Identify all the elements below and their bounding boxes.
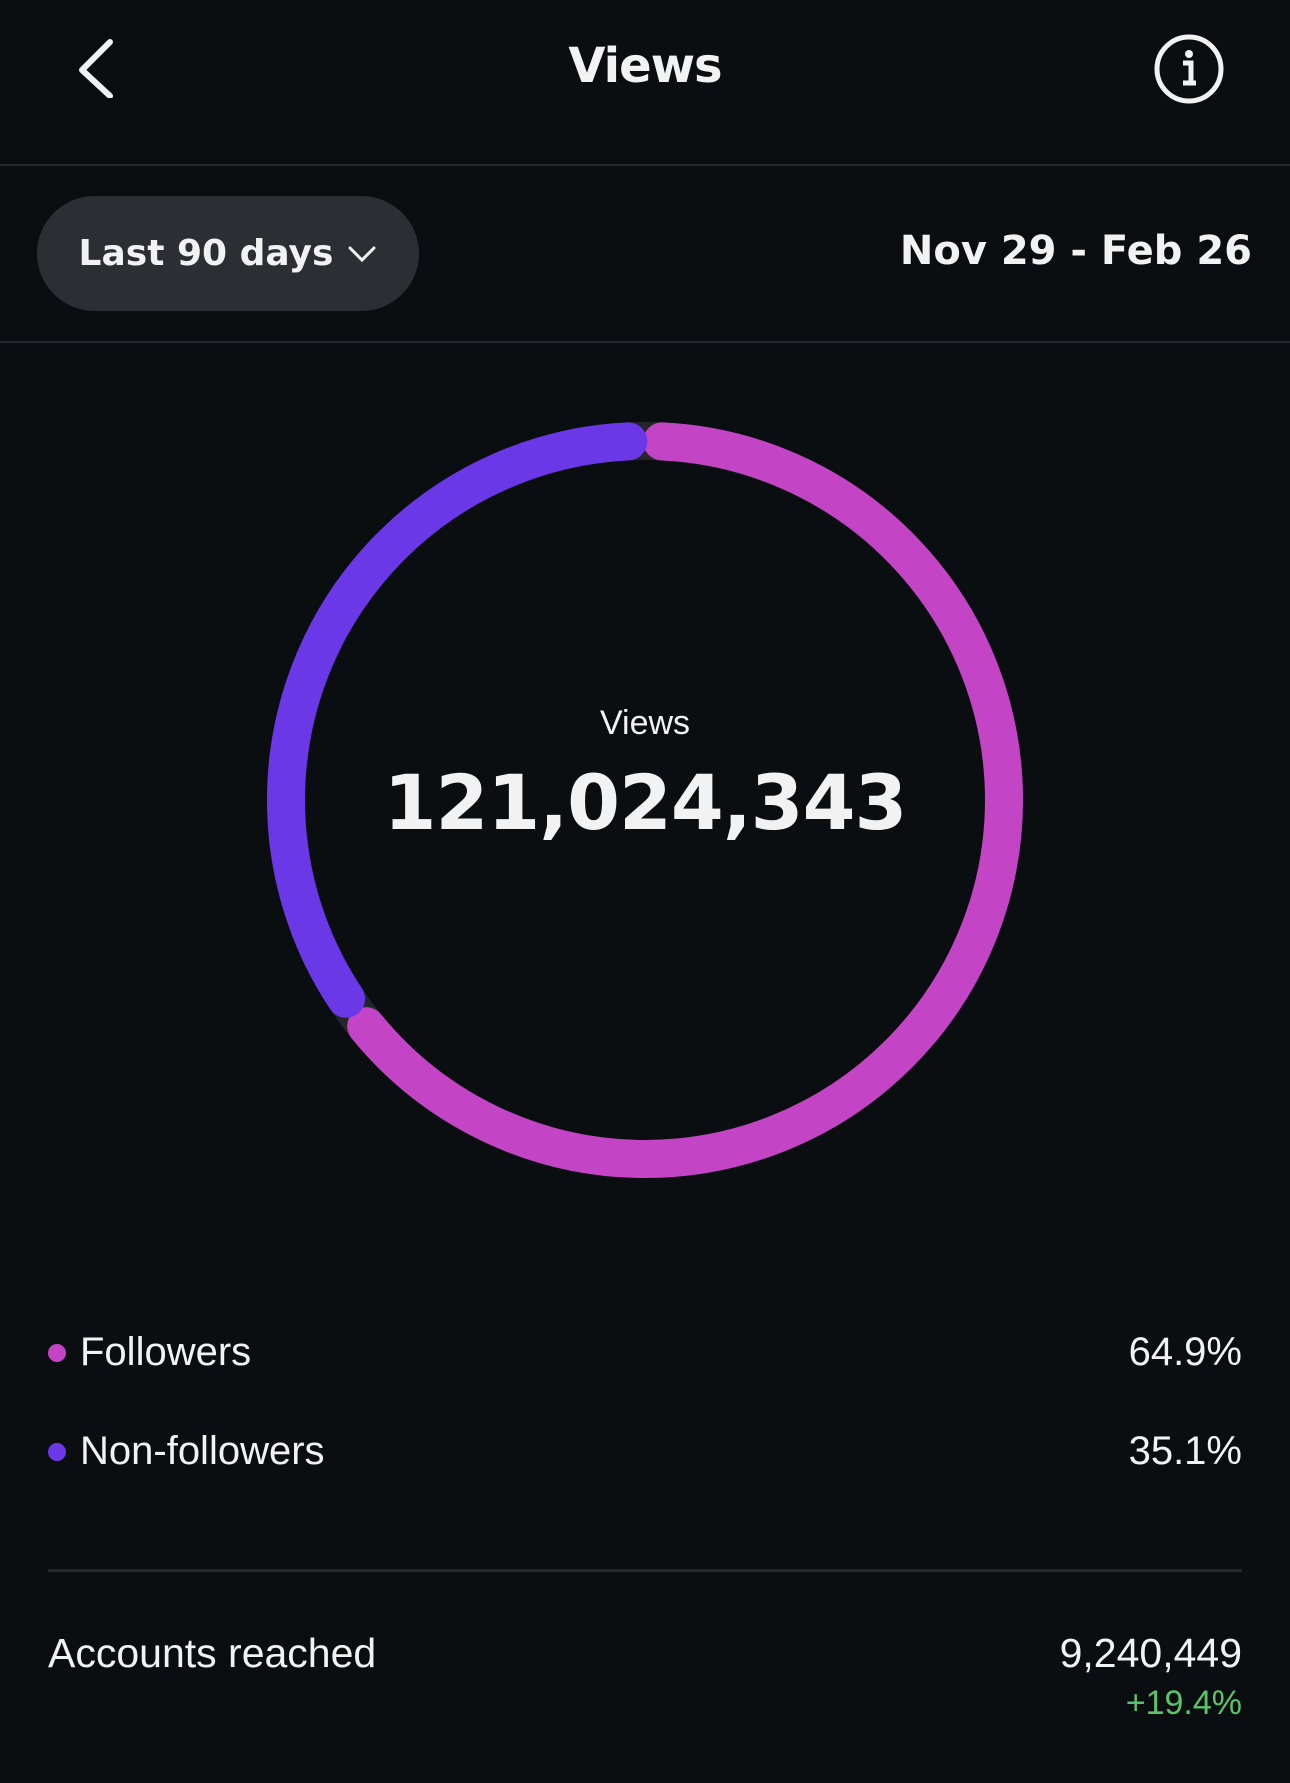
date-range: Nov 29 - Feb 26 [899,228,1252,274]
filter-divider [0,341,1290,343]
legend-item-non-followers: Non-followers 35.1% [48,1429,1242,1474]
period-label: Last 90 days [78,233,334,274]
info-button[interactable] [1152,32,1226,106]
donut-chart [267,422,1023,1178]
donut-center-value: 121,024,343 [383,758,908,847]
section-divider [48,1569,1242,1572]
legend-label: Non-followers [80,1429,325,1473]
legend-dot [48,1343,66,1362]
header-divider [0,164,1290,166]
chevron-left-icon [79,39,113,99]
accounts-reached-label: Accounts reached [48,1630,377,1676]
legend-value: 35.1% [1128,1429,1242,1473]
accounts-reached-change: +19.4% [1125,1684,1242,1722]
chevron-down-icon [348,246,376,262]
legend-value: 64.9% [1128,1330,1242,1374]
donut-segment-non-followers [267,422,1023,1178]
accounts-reached-value: 9,240,449 [1059,1630,1242,1676]
legend-item-followers: Followers 64.9% [48,1330,1242,1375]
legend-dot [48,1442,66,1461]
page-title: Views [568,38,722,94]
info-circle-icon [1154,34,1224,104]
period-dropdown[interactable]: Last 90 days [37,196,419,311]
legend-label: Followers [80,1330,252,1374]
donut-center-label: Views [599,704,691,742]
back-button[interactable] [70,38,130,99]
